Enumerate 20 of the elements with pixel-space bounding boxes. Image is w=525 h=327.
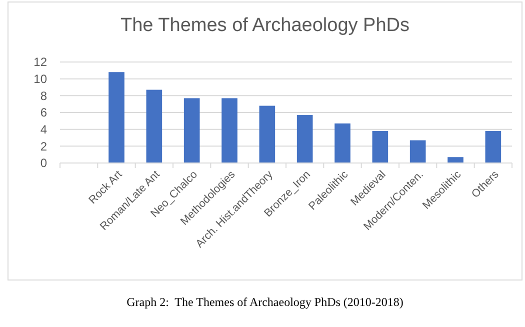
y-tick-label: 12 [34, 55, 48, 70]
bar [184, 98, 200, 163]
y-tick-label: 8 [40, 88, 48, 103]
bar [222, 98, 238, 163]
y-tick-label: 10 [34, 72, 48, 86]
bar [259, 106, 276, 163]
y-tick-label: 6 [40, 106, 48, 120]
caption: Graph 2: The Themes of Archaeology PhDs (2010-2018) [126, 295, 404, 309]
bar [146, 90, 162, 163]
y-tick-label: 0 [40, 156, 48, 170]
bar [410, 140, 426, 163]
bar [296, 115, 313, 163]
bar [448, 157, 464, 163]
chart-title: The Themes of Archaeology PhDs [120, 15, 410, 36]
y-tick-label: 2 [40, 139, 48, 154]
y-tick-label: 4 [40, 122, 48, 137]
bar [485, 131, 502, 163]
bar [108, 72, 124, 163]
bar [372, 131, 388, 163]
bar [334, 123, 350, 163]
